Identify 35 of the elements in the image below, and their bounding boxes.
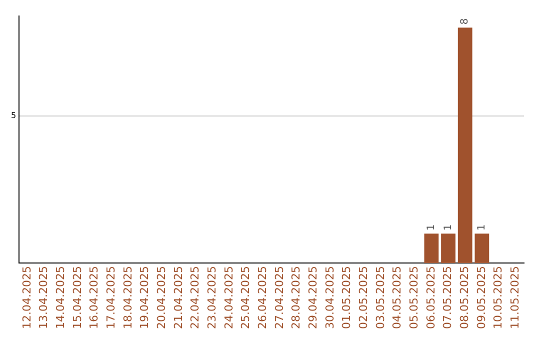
x-tick-label: 16.04.2025 [88, 266, 101, 330]
x-tick-label: 26.04.2025 [256, 266, 269, 330]
data-label: 8 [460, 18, 471, 25]
x-tick-label: 07.05.2025 [441, 266, 454, 330]
x-tick-label: 24.04.2025 [222, 266, 236, 330]
y-tick-label: 5 [10, 110, 16, 120]
x-tick-label: 08.05.2025 [458, 266, 471, 330]
x-tick-label: 18.04.2025 [121, 266, 134, 330]
x-tick-label: 17.04.2025 [104, 266, 118, 330]
x-tick-label: 28.04.2025 [290, 266, 303, 330]
x-tick-label: 04.05.2025 [390, 266, 404, 330]
x-tick-label: 15.04.2025 [70, 266, 84, 330]
x-tick-label: 20.04.2025 [155, 266, 168, 330]
x-tick-label: 29.04.2025 [306, 266, 320, 330]
x-tick-label: 11.05.2025 [508, 266, 522, 330]
x-tick-label: 02.05.2025 [356, 266, 370, 330]
x-tick-label: 22.04.2025 [188, 266, 202, 330]
data-label: 1 [426, 224, 438, 231]
x-tick-label: 01.05.2025 [340, 266, 354, 330]
x-tick-label: 09.05.2025 [474, 266, 488, 330]
data-label: 1 [476, 224, 488, 231]
x-tick-label: 19.04.2025 [138, 266, 152, 330]
x-tick-label: 12.04.2025 [20, 266, 34, 330]
data-label: 1 [442, 224, 454, 231]
x-tick-label: 23.04.2025 [206, 266, 218, 330]
x-tick-label: 14.04.2025 [54, 266, 68, 330]
x-tick-label: 03.05.2025 [374, 266, 387, 330]
x-tick-label: 05.05.2025 [407, 266, 420, 330]
x-tick-label: 25.04.2025 [239, 266, 252, 330]
x-tick-label: 10.05.2025 [492, 266, 505, 330]
x-tick-label: 13.04.2025 [37, 266, 50, 330]
x-tick-label: 30.04.2025 [323, 266, 336, 330]
x-tick-label: 21.04.2025 [172, 266, 185, 330]
x-tick-label: 06.05.2025 [424, 266, 438, 330]
x-tick-label: 27.04.2025 [272, 266, 286, 330]
